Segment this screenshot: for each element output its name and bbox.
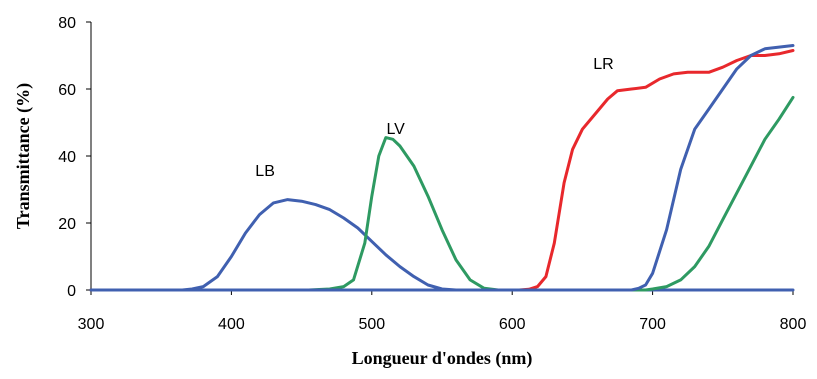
series-label-lv: LV — [386, 121, 405, 138]
y-axis-title: Transmittance (%) — [13, 83, 34, 229]
series-layer — [89, 44, 795, 292]
x-tick-label: 400 — [218, 316, 245, 333]
series-line-lv — [89, 95, 795, 292]
y-tick-label: 80 — [58, 15, 76, 32]
y-tick-label: 0 — [67, 283, 76, 300]
x-tick-label: 300 — [78, 316, 105, 333]
series-labels: LB LV LR — [255, 56, 613, 180]
x-tick-label: 600 — [499, 316, 526, 333]
series-line-lb — [89, 198, 795, 292]
series-label-lb: LB — [255, 163, 275, 180]
axes — [90, 22, 793, 291]
x-tick-label: 700 — [639, 316, 666, 333]
series-line-unlabeled-3 — [89, 44, 795, 292]
x-axis-title: Longueur d'ondes (nm) — [352, 348, 533, 369]
x-tick-label: 800 — [780, 316, 807, 333]
series-line-lr — [89, 49, 795, 292]
y-tick-label: 60 — [58, 82, 76, 99]
y-tick-label: 40 — [58, 149, 76, 166]
x-tick-label: 500 — [358, 316, 385, 333]
series-label-lr: LR — [593, 56, 613, 73]
ticks: 300 400 500 600 700 800 0 20 40 60 80 — [58, 15, 806, 333]
y-tick-label: 20 — [58, 216, 76, 233]
